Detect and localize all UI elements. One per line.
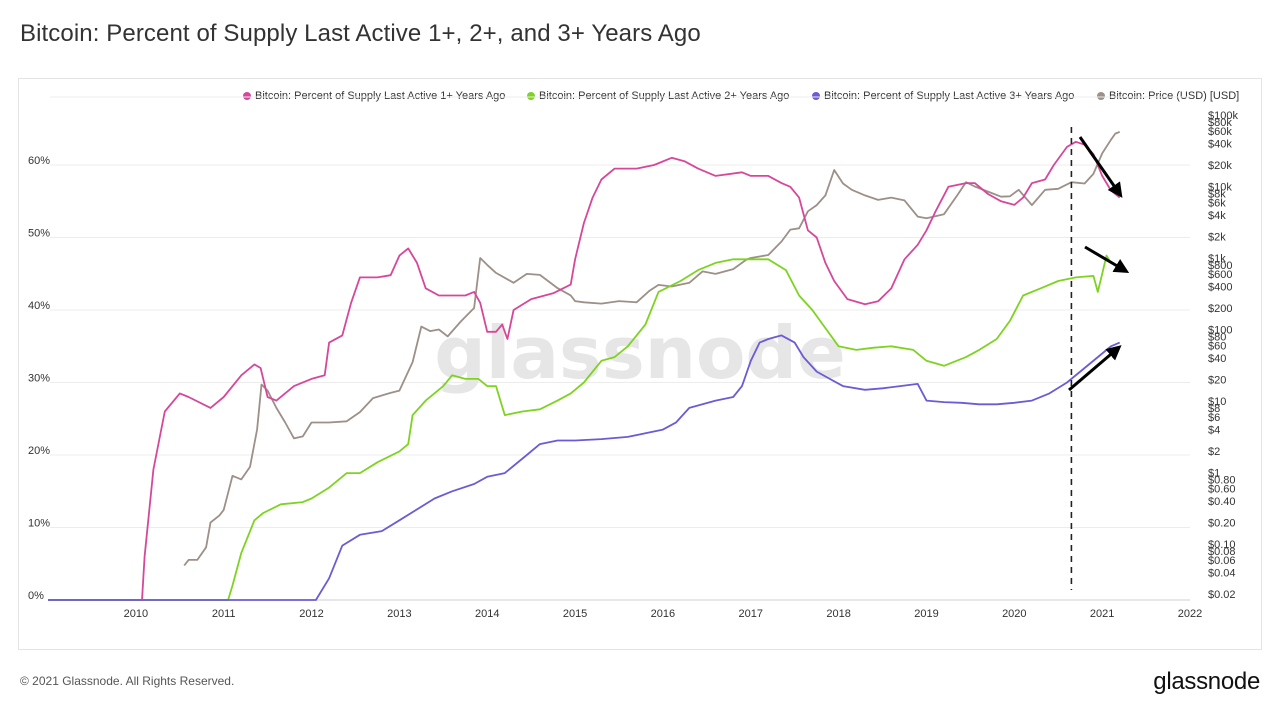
y-right-tick-label: $6 — [1208, 412, 1220, 424]
x-tick-label: 2021 — [1090, 608, 1114, 620]
x-tick-label: 2017 — [739, 608, 763, 620]
y-axis-right: $100k$80k$60k$40k $20k $10k$8k$6k$4k $2k $1k… — [1208, 110, 1238, 601]
y-right-tick-label: $80k — [1208, 117, 1232, 129]
y-right-tick-label: $800 — [1208, 260, 1232, 272]
y-left-tick-label: 10% — [28, 518, 50, 530]
y-axis-left: 0% 10% 20% 30% 40% 50% 60% — [28, 155, 50, 602]
legend-item-price[interactable]: Bitcoin: Price (USD) [USD] — [1097, 89, 1239, 103]
y-right-tick-label: $0.20 — [1208, 517, 1236, 529]
arrow-down-1y — [1078, 136, 1123, 198]
chart-title: Bitcoin: Percent of Supply Last Active 1… — [20, 20, 701, 47]
legend-dot-2y — [527, 92, 535, 100]
legend-label-2y: Bitcoin: Percent of Supply Last Active 2… — [539, 90, 790, 102]
series-line-3 — [183, 131, 1121, 567]
y-right-tick-label: $0.60 — [1208, 483, 1236, 495]
y-right-tick-label: $600 — [1208, 269, 1232, 281]
y-right-tick-label: $400 — [1208, 281, 1232, 293]
series-line-1 — [48, 254, 1121, 601]
y-left-tick-label: 20% — [28, 445, 50, 457]
x-tick-label: 2011 — [212, 608, 236, 620]
y-right-tick-label: $100 — [1208, 325, 1232, 337]
legend-dot-1y — [243, 92, 251, 100]
y-right-tick-label: $80 — [1208, 331, 1226, 343]
x-tick-label: 2018 — [826, 608, 850, 620]
y-right-tick-label: $1k — [1208, 253, 1226, 265]
x-tick-label: 2014 — [475, 608, 499, 620]
y-right-tick-label: $4k — [1208, 210, 1226, 222]
series-line-2 — [48, 334, 1121, 601]
series-line-0 — [48, 140, 1121, 601]
series-group — [48, 131, 1121, 601]
y-right-tick-label: $8 — [1208, 403, 1220, 415]
legend-label-3y: Bitcoin: Percent of Supply Last Active 3… — [824, 90, 1075, 102]
x-tick-label: 2012 — [299, 608, 323, 620]
arrow-down-2y — [1084, 245, 1130, 274]
legend-item-3y[interactable]: Bitcoin: Percent of Supply Last Active 3… — [812, 89, 1074, 103]
legend-item-2y[interactable]: Bitcoin: Percent of Supply Last Active 2… — [527, 89, 789, 103]
x-tick-label: 2020 — [1002, 608, 1026, 620]
y-right-tick-label: $20 — [1208, 374, 1226, 386]
x-tick-label: 2016 — [651, 608, 675, 620]
copyright-footer: © 2021 Glassnode. All Rights Reserved. — [20, 674, 235, 688]
legend-label-price: Bitcoin: Price (USD) [USD] — [1109, 90, 1240, 102]
y-right-tick-label: $40k — [1208, 138, 1232, 150]
y-right-tick-label: $8k — [1208, 188, 1226, 200]
brand-logo[interactable]: glassnode — [1153, 668, 1260, 695]
y-left-tick-label: 30% — [28, 373, 50, 385]
y-right-tick-label: $0.40 — [1208, 496, 1236, 508]
y-right-tick-label: $0.08 — [1208, 546, 1236, 558]
y-left-tick-label: 60% — [28, 155, 50, 167]
annotation-arrows — [1068, 136, 1130, 392]
y-right-tick-label: $10 — [1208, 396, 1226, 408]
y-right-tick-label: $100k — [1208, 110, 1238, 122]
arrow-up-3y — [1068, 345, 1122, 392]
y-right-tick-label: $0.10 — [1208, 539, 1236, 551]
y-right-tick-label: $60 — [1208, 340, 1226, 352]
y-right-tick-label: $0.04 — [1208, 567, 1236, 579]
y-left-tick-label: 0% — [28, 590, 44, 602]
y-right-tick-label: $4 — [1208, 424, 1220, 436]
x-tick-label: 2010 — [124, 608, 148, 620]
y-right-tick-label: $60k — [1208, 126, 1232, 138]
y-right-tick-label: $10k — [1208, 182, 1232, 194]
legend-dot-price — [1097, 92, 1105, 100]
y-right-tick-label: $6k — [1208, 197, 1226, 209]
y-left-tick-label: 40% — [28, 300, 50, 312]
x-tick-label: 2015 — [563, 608, 587, 620]
legend-item-1y[interactable]: Bitcoin: Percent of Supply Last Active 1… — [243, 89, 505, 103]
y-right-tick-label: $20k — [1208, 160, 1232, 172]
y-right-tick-label: $40 — [1208, 353, 1226, 365]
y-right-tick-label: $1 — [1208, 468, 1220, 480]
x-tick-label: 2022 — [1178, 608, 1202, 620]
legend-dot-3y — [812, 92, 820, 100]
y-right-tick-label: $2 — [1208, 446, 1220, 458]
watermark: glassnode — [434, 311, 846, 395]
y-left-tick-label: 50% — [28, 228, 50, 240]
y-right-tick-label: $0.02 — [1208, 589, 1236, 601]
x-tick-label: 2013 — [387, 608, 411, 620]
x-tick-label: 2019 — [914, 608, 938, 620]
x-axis: 2010 2011 2012 2013 2014 2015 2016 2017 2018 2019… — [124, 608, 1203, 620]
y-right-tick-label: $0.80 — [1208, 474, 1236, 486]
chart-frame — [18, 78, 1262, 650]
y-right-tick-label: $200 — [1208, 303, 1232, 315]
y-right-tick-label: $0.06 — [1208, 555, 1236, 567]
y-right-tick-label: $2k — [1208, 231, 1226, 243]
legend-label-1y: Bitcoin: Percent of Supply Last Active 1… — [255, 90, 506, 102]
